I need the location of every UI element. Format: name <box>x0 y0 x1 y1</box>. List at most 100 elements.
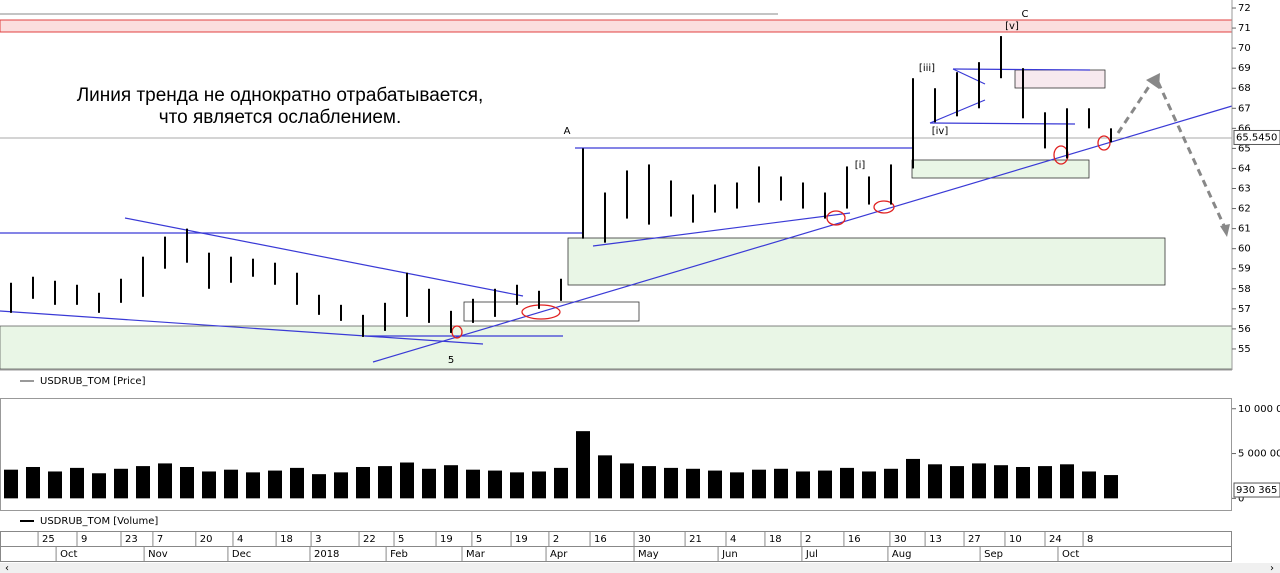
scroll-arrow[interactable]: › <box>1270 563 1274 573</box>
x-month-label: Apr <box>550 549 568 560</box>
price-bar <box>934 88 936 123</box>
marker-scribble <box>826 210 846 226</box>
x-month-label: Feb <box>390 549 408 560</box>
price-bar <box>670 180 672 217</box>
last-value-label: 930 365 <box>1236 485 1277 496</box>
volume-bar <box>488 470 502 499</box>
volume-bar <box>92 473 106 499</box>
x-month-label: May <box>638 549 659 560</box>
scrollbar[interactable] <box>0 563 1280 573</box>
x-tick-label: 3 <box>315 534 321 545</box>
x-tick-label: 4 <box>730 534 736 545</box>
volume-bar <box>224 469 238 499</box>
volume-bar <box>730 472 744 499</box>
volume-bar <box>48 471 62 499</box>
y-tick-label: 70 <box>1238 43 1251 54</box>
x-tick-label: 4 <box>237 534 243 545</box>
annotation: Линия тренда не однократно отрабатываетс… <box>77 85 484 106</box>
volume-bar <box>180 466 194 499</box>
x-tick-label: 30 <box>894 534 907 545</box>
wave-label: [i] <box>855 160 866 171</box>
y-tick-label: 60 <box>1238 244 1251 255</box>
x-tick-label: 21 <box>689 534 702 545</box>
resistance-band <box>0 19 1233 33</box>
y-tick-label: 71 <box>1238 23 1251 34</box>
volume-bar <box>158 463 172 499</box>
last-value-box <box>1233 129 1280 145</box>
x-tick-label: 5 <box>398 534 404 545</box>
last-value-box <box>1233 482 1280 498</box>
volume-bar <box>862 471 876 499</box>
marker-scribble <box>521 304 561 320</box>
price-bar <box>582 148 584 239</box>
x-tick-label: 27 <box>968 534 981 545</box>
volume-bar <box>312 474 326 499</box>
x-month-label: 2018 <box>314 549 339 560</box>
x-tick-label: 20 <box>200 534 213 545</box>
x-tick-label: 16 <box>594 534 607 545</box>
y-tick-label: 72 <box>1238 3 1251 14</box>
price-bar <box>1044 112 1046 149</box>
price-bar <box>1000 36 1002 79</box>
price-bar <box>714 184 716 213</box>
price-bar <box>516 284 518 305</box>
drawings <box>0 13 1233 370</box>
legend-label: USDRUB_TOM [Volume] <box>40 516 158 527</box>
price-bar <box>98 292 100 313</box>
volume-bar <box>1016 466 1030 499</box>
volume-bar <box>1060 464 1074 499</box>
x-tick-label: 5 <box>476 534 482 545</box>
y-tick-label: 56 <box>1238 324 1251 335</box>
y-tick-label: 68 <box>1238 83 1251 94</box>
volume-bar <box>884 468 898 499</box>
price-bar <box>978 62 980 109</box>
price-bar <box>560 278 562 301</box>
y-tick-label: 59 <box>1238 264 1251 275</box>
legend-label: USDRUB_TOM [Price] <box>40 376 146 387</box>
price-bar <box>406 272 408 317</box>
volume-bar <box>356 466 370 499</box>
volume-bar <box>620 463 634 499</box>
y-tick-label: 64 <box>1238 163 1251 174</box>
trend-line <box>592 212 851 247</box>
annotation: что является ослаблением. <box>159 107 401 128</box>
price-bar <box>428 288 430 323</box>
x-month-label: Mar <box>466 549 486 560</box>
price-bar <box>54 280 56 305</box>
price-bar <box>824 192 826 219</box>
x-tick-label: 30 <box>638 534 651 545</box>
price-bar <box>648 164 650 225</box>
x-month-label: Dec <box>232 549 251 560</box>
price-bar <box>472 298 474 323</box>
x-tick-label: 9 <box>81 534 87 545</box>
arrow-head <box>1220 224 1230 237</box>
volume-bar <box>114 468 128 499</box>
volume-bar <box>642 466 656 499</box>
x-tick-label: 7 <box>157 534 163 545</box>
volume-bar <box>378 466 392 499</box>
scroll-arrow[interactable]: ‹ <box>5 563 9 573</box>
price-bar <box>494 288 496 317</box>
y-tick-label: 66 <box>1238 123 1251 134</box>
price-bar <box>252 258 254 277</box>
volume-bar <box>664 467 678 499</box>
x-tick-label: 19 <box>515 534 528 545</box>
marker-scribble <box>1097 135 1111 151</box>
price-bar <box>274 262 276 285</box>
volume-bar <box>444 465 458 499</box>
zone-box <box>567 237 1166 286</box>
wave-label: [v] <box>1005 21 1019 32</box>
volume-bar <box>26 466 40 499</box>
volume-bar <box>686 468 700 499</box>
trend-line <box>0 310 484 345</box>
volume-bar <box>554 467 568 499</box>
volume-bar <box>752 469 766 499</box>
x-tick-label: 2 <box>805 534 811 545</box>
volume-bar <box>1082 471 1096 499</box>
price-bar <box>340 304 342 321</box>
volume-bar <box>290 467 304 499</box>
volume-bar <box>510 472 524 499</box>
last-value-label: 65.5450 <box>1236 132 1277 143</box>
volume-bar <box>202 471 216 499</box>
y-tick-label: 62 <box>1238 204 1251 215</box>
